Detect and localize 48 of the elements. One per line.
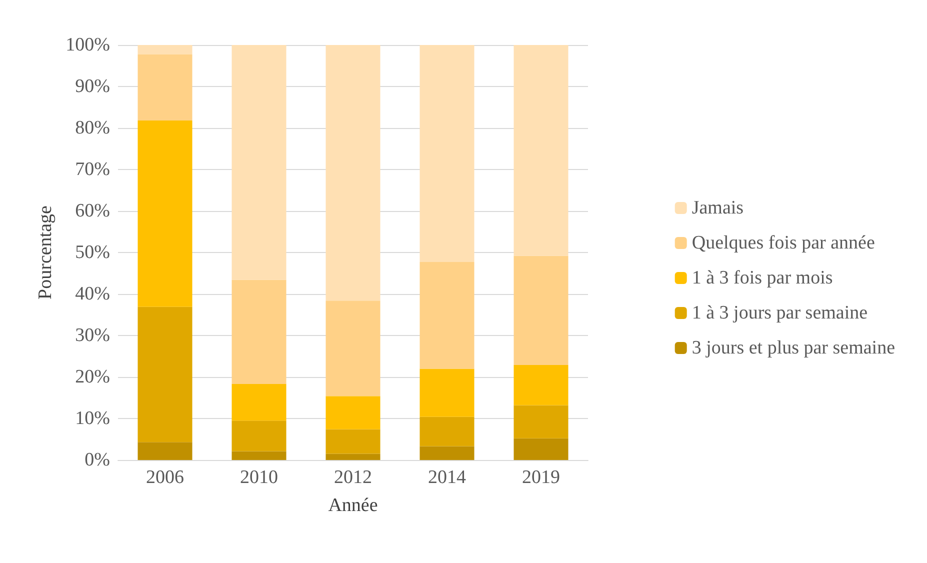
bar [232, 420, 286, 452]
bar [232, 280, 286, 384]
y-axis-title: Pourcentage [34, 206, 56, 300]
bar [232, 384, 286, 421]
bar [326, 45, 380, 301]
bar [514, 45, 568, 256]
x-axis-title: Année [328, 495, 378, 516]
legend-label: Quelques fois par année [692, 232, 875, 254]
bar [420, 262, 474, 369]
bar [138, 306, 192, 442]
bar [326, 300, 380, 396]
y-tick-label: 50% [75, 242, 110, 263]
bar [138, 45, 192, 55]
x-tick-label: 2010 [240, 467, 278, 488]
bar [138, 54, 192, 121]
x-tick-label: 2019 [522, 467, 560, 488]
x-tick-label: 2014 [428, 467, 466, 488]
legend-label: 3 jours et plus par semaine [692, 338, 896, 358]
bar [326, 396, 380, 430]
bar [232, 451, 286, 460]
bar [420, 416, 474, 446]
bar [514, 438, 568, 460]
legend-label: Jamais [692, 198, 744, 218]
bar [514, 256, 568, 365]
y-tick-label: 70% [75, 159, 110, 180]
bar [326, 429, 380, 454]
y-tick-label: 0% [84, 450, 110, 470]
bar [420, 45, 474, 262]
bar [514, 405, 568, 438]
y-tick-label: 30% [75, 325, 110, 346]
y-tick-label: 40% [75, 284, 110, 304]
legend-label: 1 à 3 jours par semaine [692, 302, 868, 324]
x-tick-label: 2012 [334, 467, 372, 488]
bar [138, 120, 192, 307]
bar [420, 368, 474, 417]
y-tick-label: 60% [75, 200, 110, 222]
legend-label: 1 à 3 fois par mois [692, 268, 833, 288]
y-tick-label: 10% [75, 408, 110, 429]
y-tick-label: 90% [75, 76, 110, 97]
bar [232, 45, 286, 280]
x-tick-label: 2006 [146, 467, 184, 488]
bar [138, 442, 192, 460]
y-tick-label: 80% [75, 118, 110, 138]
bar [326, 454, 380, 460]
bar [420, 446, 474, 460]
bar [514, 364, 568, 406]
y-tick-label: 20% [75, 366, 110, 388]
y-tick-label: 100% [66, 34, 110, 56]
